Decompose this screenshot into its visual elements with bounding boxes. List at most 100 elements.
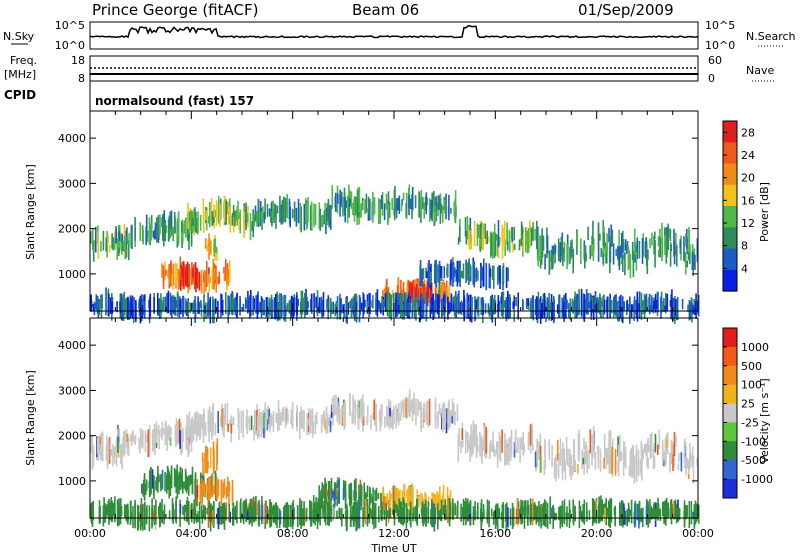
heatmap-cell [203,483,206,497]
heatmap-cell [451,498,454,520]
heatmap-cell [392,409,394,430]
heatmap-cell [282,506,285,528]
heatmap-cell [344,401,346,427]
heatmap-cell [467,432,469,453]
heatmap-cell [569,246,571,264]
heatmap-cell [592,220,594,245]
heatmap-cell [482,297,484,313]
heatmap-cell [497,220,500,248]
heatmap-cell [303,302,305,309]
heatmap-cell [339,189,341,217]
heatmap-cell [313,293,315,319]
heatmap-cell [194,295,196,323]
heatmap-cell [275,503,277,521]
heatmap-cell [223,267,225,274]
heatmap-cell [159,504,161,528]
heatmap-cell [263,299,265,316]
heatmap-cell [111,301,113,314]
heatmap-cell [664,503,667,515]
heatmap-cell [187,222,190,241]
heatmap-cell [334,486,336,505]
heatmap-cell [456,500,459,517]
heatmap-cell [170,210,173,236]
heatmap-cell [119,444,122,465]
heatmap-cell [257,503,259,515]
heatmap-cell [640,440,643,456]
heatmap-cell [510,430,513,456]
heatmap-cell [427,496,430,507]
heatmap-cell [401,506,404,525]
heatmap-cell [357,407,360,430]
heatmap-cell [692,304,694,314]
heatmap-cell [122,437,124,453]
heatmap-cell [466,216,469,239]
colorbar-tick-label: 20 [741,172,755,185]
heatmap-cell [90,502,93,524]
heatmap-cell [637,449,640,477]
heatmap-cell [476,435,479,450]
heatmap-cell [187,234,190,242]
heatmap-cell [663,501,666,517]
heatmap-cell [197,296,199,314]
heatmap-cell [589,429,592,454]
heatmap-cell [274,298,277,320]
heatmap-cell [629,450,632,476]
heatmap-cell [491,298,493,312]
heatmap-cell [433,201,435,222]
heatmap-cell [638,240,641,259]
heatmap-cell [563,499,566,525]
heatmap-cell [538,441,540,460]
heatmap-cell [461,271,463,279]
heatmap-cell [290,296,293,317]
heatmap-cell [519,437,521,463]
heatmap-cell [620,504,622,523]
heatmap-cell [333,503,335,518]
heatmap-cell [552,245,555,255]
heatmap-cell [496,235,499,257]
heatmap-cell [93,301,96,316]
heatmap-cell [109,297,112,314]
heatmap-cell [158,430,160,450]
heatmap-cell [426,401,428,414]
heatmap-cell [267,405,269,430]
heatmap-cell [327,299,330,309]
heatmap-feature-6 [534,220,699,279]
heatmap-cell [315,296,317,308]
heatmap-cell [398,195,401,214]
heatmap-cell [683,444,686,463]
heatmap-cell [538,501,540,527]
heatmap-cell [328,481,331,501]
heatmap-cell [349,501,352,527]
heatmap-cell [422,498,425,506]
heatmap-cell [694,510,696,519]
heatmap-cell [330,478,333,501]
heatmap-cell [339,409,341,424]
heatmap-cell [231,479,234,507]
heatmap-cell [688,226,690,255]
heatmap-cell [455,205,457,215]
heatmap-cell [387,300,389,317]
heatmap-cell [214,268,216,280]
heatmap-cell [277,400,280,427]
heatmap-cell [366,301,368,310]
heatmap-cell [377,492,380,500]
heatmap-cell [349,192,352,207]
heatmap-cell [372,203,374,223]
heatmap-cell [114,231,116,238]
heatmap-cell [174,296,177,316]
heatmap-cell [225,259,227,281]
heatmap-cell [396,505,398,517]
heatmap-cell [584,245,586,269]
heatmap-cell [446,263,449,278]
heatmap-cell [201,414,203,430]
heatmap-cell [544,444,547,470]
heatmap-cell [685,455,687,476]
heatmap-cell [475,269,477,282]
heatmap-cell [204,506,206,521]
heatmap-cell [402,399,405,418]
heatmap-cell [428,398,431,426]
heatmap-cell [215,246,218,254]
heatmap-cell [467,301,470,315]
heatmap-cell [589,245,591,260]
heatmap-cell [112,444,114,467]
